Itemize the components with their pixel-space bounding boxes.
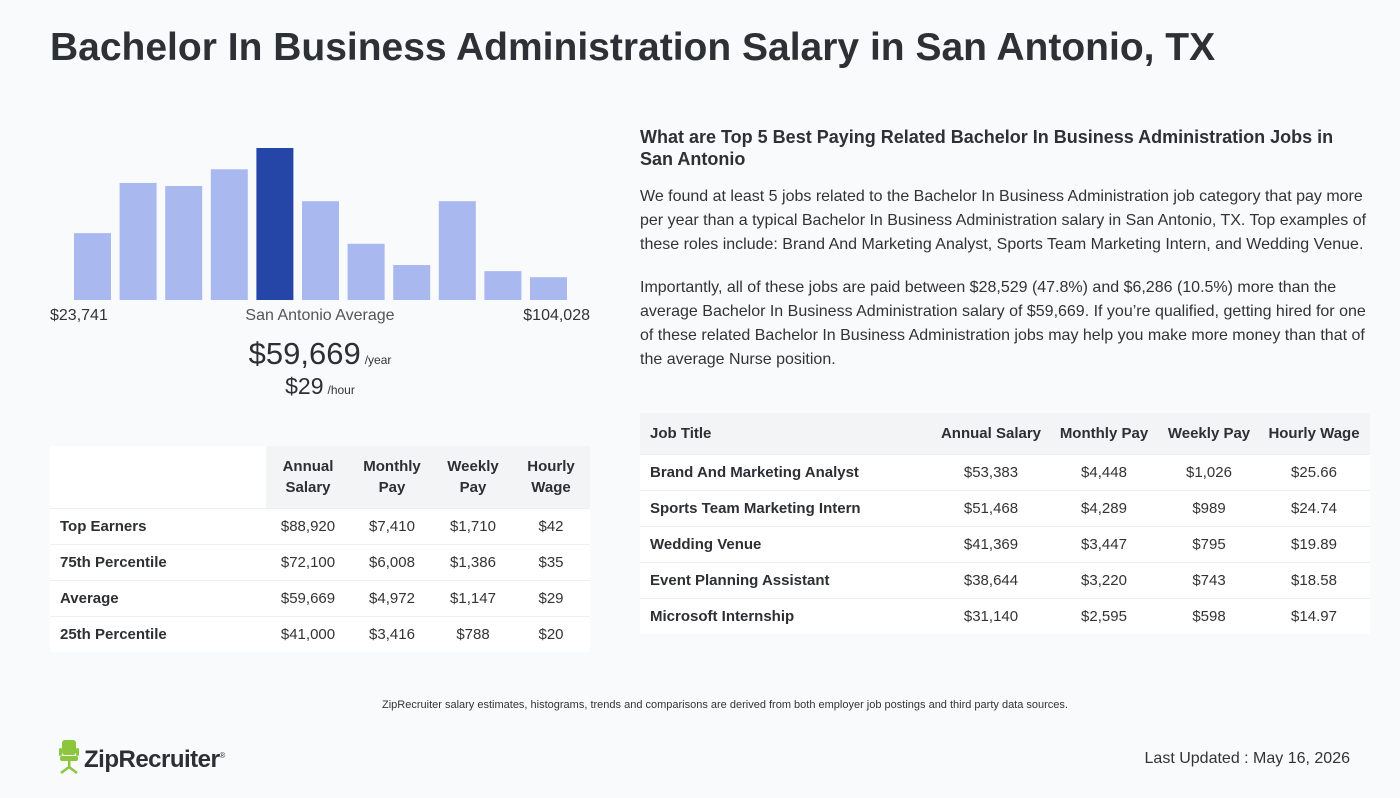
job-title-cell: Wedding Venue (640, 526, 934, 563)
hourly-cell: $29 (512, 580, 590, 617)
hourly-cell: $35 (512, 544, 590, 581)
hourly-cell: $19.89 (1258, 526, 1370, 563)
table-row: Brand And Marketing Analyst $53,383 $4,4… (640, 454, 1370, 491)
monthly-cell: $4,448 (1048, 454, 1160, 491)
percentile-header-weekly: Weekly Pay (434, 446, 512, 509)
histogram-bar (74, 233, 111, 300)
weekly-cell: $1,147 (434, 580, 512, 617)
hourly-cell: $18.58 (1258, 562, 1370, 599)
jobs-header-annual: Annual Salary (934, 413, 1048, 455)
weekly-cell: $795 (1160, 526, 1258, 563)
jobs-header-monthly: Monthly Pay (1048, 413, 1160, 455)
histogram-bar (256, 148, 294, 300)
histogram-max-label: $104,028 (523, 307, 590, 324)
annual-cell: $38,644 (934, 562, 1048, 599)
average-hourly-value: $29 (285, 373, 324, 399)
annual-cell: $31,140 (934, 598, 1048, 634)
histogram-center-label: San Antonio Average (245, 307, 395, 324)
hourly-cell: $24.74 (1258, 490, 1370, 527)
annual-cell: $59,669 (266, 580, 350, 617)
related-jobs-detail: Importantly, all of these jobs are paid … (640, 279, 1366, 368)
table-row: 75th Percentile $72,100 $6,008 $1,386 $3… (50, 544, 590, 581)
monthly-cell: $4,289 (1048, 490, 1160, 527)
jobs-header-weekly: Weekly Pay (1160, 413, 1258, 455)
average-hourly-unit: /hour (327, 383, 355, 397)
annual-cell: $53,383 (934, 454, 1048, 491)
job-title-cell: Event Planning Assistant (640, 562, 934, 599)
monthly-cell: $3,220 (1048, 562, 1160, 599)
weekly-cell: $1,386 (434, 544, 512, 581)
histogram-bar (438, 201, 476, 300)
jobs-header-title: Job Title (640, 413, 934, 455)
chair-icon (58, 740, 80, 779)
jobs-table-header: Job Title Annual Salary Monthly Pay Week… (640, 413, 1370, 455)
row-label: 25th Percentile (50, 616, 266, 652)
table-row: Wedding Venue $41,369 $3,447 $795 $19.89 (640, 526, 1370, 563)
jobs-header-hourly: Hourly Wage (1258, 413, 1370, 455)
percentile-header-monthly: Monthly Pay (350, 446, 434, 509)
job-title-cell: Microsoft Internship (640, 598, 934, 634)
percentile-table: Annual Salary Monthly Pay Weekly Pay Hou… (50, 446, 590, 652)
annual-cell: $51,468 (934, 490, 1048, 527)
related-jobs-table: Job Title Annual Salary Monthly Pay Week… (640, 413, 1370, 634)
table-row: Average $59,669 $4,972 $1,147 $29 (50, 580, 590, 617)
annual-cell: $41,369 (934, 526, 1048, 563)
monthly-cell: $3,447 (1048, 526, 1160, 563)
row-label: Average (50, 580, 266, 617)
histogram-bar (347, 243, 385, 300)
hourly-cell: $42 (512, 508, 590, 545)
hourly-cell: $14.97 (1258, 598, 1370, 634)
hourly-cell: $25.66 (1258, 454, 1370, 491)
logo-wordmark: ZipRecruiter® (84, 745, 225, 773)
histogram-bar (530, 277, 567, 300)
table-row: Sports Team Marketing Intern $51,468 $4,… (640, 490, 1370, 527)
average-annual-unit: /year (364, 353, 392, 367)
monthly-cell: $2,595 (1048, 598, 1160, 634)
monthly-cell: $7,410 (350, 508, 434, 545)
hourly-cell: $20 (512, 616, 590, 652)
table-row: Event Planning Assistant $38,644 $3,220 … (640, 562, 1370, 599)
percentile-table-header: Annual Salary Monthly Pay Weekly Pay Hou… (50, 446, 590, 509)
monthly-cell: $3,416 (350, 616, 434, 652)
table-row: Microsoft Internship $31,140 $2,595 $598… (640, 598, 1370, 634)
average-annual: $59,669/year (50, 336, 590, 372)
row-label: 75th Percentile (50, 544, 266, 581)
data-source-disclaimer: ZipRecruiter salary estimates, histogram… (382, 699, 1068, 711)
annual-cell: $72,100 (266, 544, 350, 581)
weekly-cell: $1,026 (1160, 454, 1258, 491)
ziprecruiter-logo[interactable]: ZipRecruiter® (58, 740, 225, 779)
weekly-cell: $1,710 (434, 508, 512, 545)
related-jobs-heading: What are Top 5 Best Paying Related Bache… (640, 127, 1334, 169)
monthly-cell: $4,972 (350, 580, 434, 617)
salary-histogram (50, 140, 590, 300)
weekly-cell: $598 (1160, 598, 1258, 634)
weekly-cell: $743 (1160, 562, 1258, 599)
histogram-min-label: $23,741 (50, 307, 108, 324)
percentile-header-annual: Annual Salary (266, 446, 350, 509)
table-row: Top Earners $88,920 $7,410 $1,710 $42 (50, 508, 590, 545)
histogram-bar (119, 182, 157, 300)
table-row: 25th Percentile $41,000 $3,416 $788 $20 (50, 616, 590, 652)
average-hourly: $29/hour (50, 373, 590, 400)
job-title-cell: Brand And Marketing Analyst (640, 454, 934, 491)
weekly-cell: $989 (1160, 490, 1258, 527)
histogram-bar (302, 201, 339, 300)
related-jobs-intro: We found at least 5 jobs related to the … (640, 188, 1367, 253)
annual-cell: $88,920 (266, 508, 350, 545)
histogram-bar (210, 169, 248, 300)
histogram-bar (393, 265, 431, 300)
percentile-header-blank (50, 446, 266, 509)
row-label: Top Earners (50, 508, 266, 545)
weekly-cell: $788 (434, 616, 512, 652)
annual-cell: $41,000 (266, 616, 350, 652)
percentile-header-hourly: Hourly Wage (512, 446, 590, 509)
histogram-bar (165, 186, 203, 300)
histogram-bar (484, 271, 522, 300)
monthly-cell: $6,008 (350, 544, 434, 581)
last-updated: Last Updated : May 16, 2026 (1144, 750, 1350, 767)
job-title-cell: Sports Team Marketing Intern (640, 490, 934, 527)
average-annual-value: $59,669 (248, 336, 361, 371)
page-title: Bachelor In Business Administration Sala… (50, 26, 1216, 69)
